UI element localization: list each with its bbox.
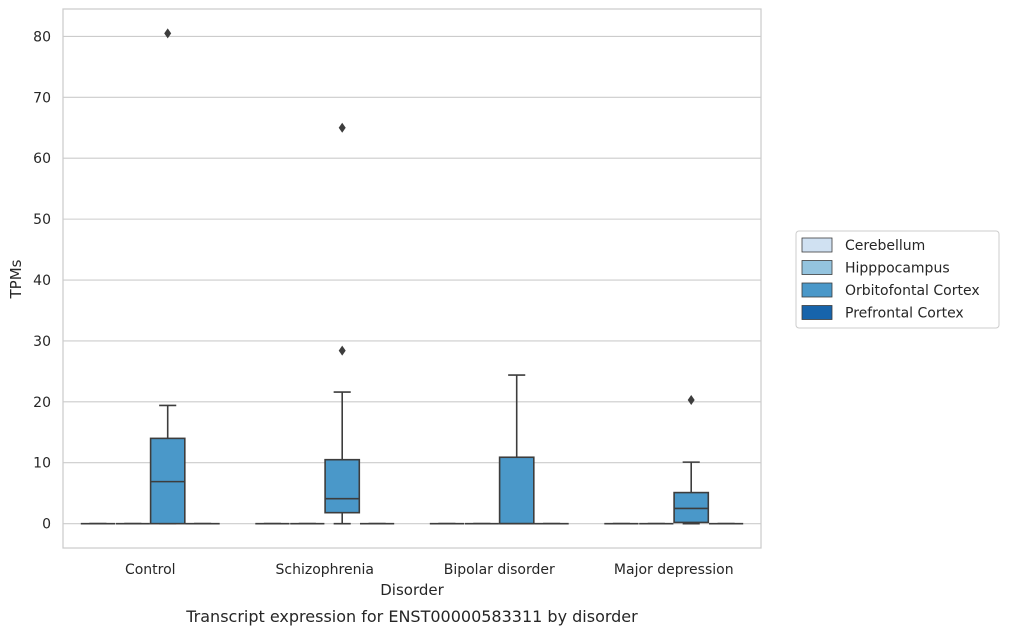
y-tick-label: 10 [33, 456, 51, 472]
y-tick-label: 40 [33, 273, 51, 289]
chart-caption: Transcript expression for ENST0000058331… [185, 607, 638, 626]
box-iqr [324, 458, 361, 514]
legend-frame [795, 230, 1000, 329]
x-tick-labels: Control Schizophrenia Bipolar disorder Majo… [125, 562, 734, 578]
plot-frame [62, 8, 762, 549]
outlier-point [338, 345, 346, 356]
box-2-3 [673, 395, 710, 525]
y-tick-label: 80 [33, 29, 51, 45]
legend-label: Hipppocampus [845, 261, 950, 277]
box-2-0 [149, 28, 186, 525]
outlier-point [164, 28, 172, 39]
legend-label: Prefrontal Cortex [845, 306, 964, 322]
box-2-2 [498, 374, 535, 525]
x-tick-label: Schizophrenia [276, 562, 374, 578]
y-tick-label: 20 [33, 395, 51, 411]
legend-swatch [801, 260, 833, 275]
box-marks [80, 28, 744, 525]
legend: Cerebellum Hipppocampus Orbitofontal Corte… [795, 230, 1000, 329]
legend-swatch [801, 282, 833, 298]
y-axis-title: TPMs [7, 259, 25, 299]
y-tick-label: 30 [33, 334, 51, 350]
outlier-point [338, 122, 346, 133]
x-axis-title: Disorder [380, 581, 444, 599]
legend-label: Orbitofontal Cortex [845, 283, 980, 299]
legend-label: Cerebellum [845, 238, 925, 254]
y-tick-labels: 0 10 20 30 40 50 60 70 80 [33, 29, 51, 532]
box-2-1 [324, 122, 361, 525]
y-tick-label: 60 [33, 151, 51, 167]
x-tick-label: Major depression [614, 562, 734, 578]
outlier-point [687, 395, 695, 406]
y-tick-label: 50 [33, 212, 51, 228]
y-tick-label: 0 [42, 517, 51, 533]
x-tick-label: Bipolar disorder [444, 562, 555, 578]
legend-swatch [801, 237, 833, 253]
box-iqr [673, 491, 710, 524]
y-tick-label: 70 [33, 90, 51, 106]
x-tick-label: Control [125, 562, 176, 578]
legend-swatch [801, 305, 833, 320]
box-iqr [498, 456, 535, 525]
